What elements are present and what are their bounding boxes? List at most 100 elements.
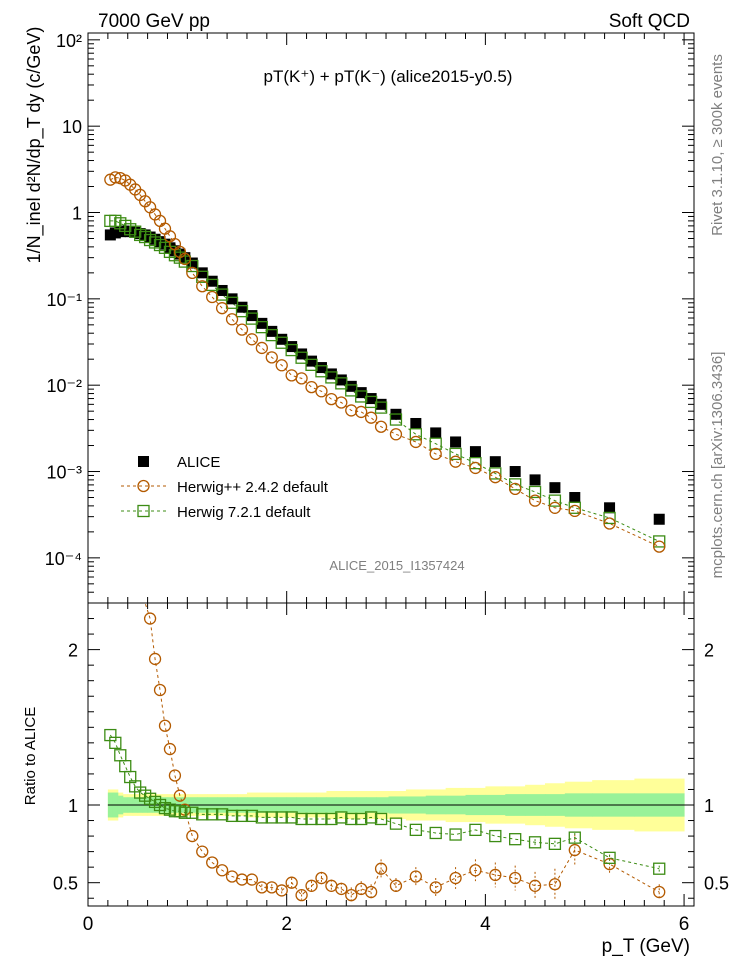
- y-axis-label-text: 1/N_inel d²N/dp_T dy (c/GeV): [24, 27, 45, 264]
- ratio-herwig7-point: [186, 806, 199, 819]
- ratio-herwigpp-point: [603, 857, 616, 871]
- ratio-herwigpp-point: [168, 769, 182, 782]
- legend-marker-alice: [138, 456, 149, 467]
- legend-label-herwig7: Herwig 7.2.1 default: [177, 504, 311, 521]
- ratio-herwig7-point: [389, 817, 403, 830]
- ratio-herwigpp-point: [364, 885, 378, 899]
- ratio-herwig7-point: [603, 851, 616, 864]
- ratio-herwig7-point: [429, 826, 442, 840]
- alice-point: [276, 333, 288, 345]
- herwig7-point: [548, 494, 562, 507]
- chart-title: pT(K⁺) + pT(K⁻) (alice2015-y0.5): [264, 67, 513, 86]
- ratio-y-label: Ratio to ALICE: [22, 707, 39, 805]
- ratio-herwigpp-point: [548, 878, 562, 891]
- y-tick-label: 10⁻⁴: [45, 549, 82, 569]
- ratio-herwig7-point: [335, 811, 348, 824]
- alice-point: [489, 456, 501, 468]
- ratio-herwigpp-point: [509, 871, 522, 885]
- herwigpp-point: [389, 428, 403, 441]
- herwigpp-point: [345, 404, 358, 417]
- x-tick-label: 6: [679, 914, 690, 935]
- ratio-herwigpp-point: [186, 829, 199, 843]
- ratio-herwig7-point: [364, 811, 378, 824]
- herwig7-point: [409, 428, 422, 441]
- herwigpp-point: [295, 372, 308, 385]
- ratio-herwigpp-point: [215, 864, 229, 877]
- series-line: [110, 176, 660, 548]
- herwigpp-point: [335, 396, 348, 409]
- ratio-herwig7-point: [409, 823, 422, 837]
- alice-point: [206, 275, 218, 287]
- ratio-herwig7-point: [196, 808, 209, 821]
- ratio-herwig7-point: [653, 862, 666, 875]
- legend-label-herwigpp: Herwig++ 2.4.2 default: [177, 479, 329, 496]
- herwig7-point: [235, 305, 249, 318]
- herwigpp-point: [364, 411, 378, 424]
- ratio-herwig7-point: [215, 808, 229, 821]
- y-tick-label: 1: [72, 204, 82, 224]
- herwigpp-point: [409, 435, 422, 449]
- ratio-herwigpp-point: [315, 871, 328, 885]
- ratio-herwigpp-point: [335, 882, 348, 896]
- ratio-herwig7-point: [206, 808, 219, 821]
- alice-point: [256, 317, 268, 329]
- alice-point: [216, 284, 228, 296]
- ratio-plot: 0 2 4 6 0.5 0.5 1 1 2 2: [53, 602, 729, 935]
- herwigpp-point: [355, 405, 368, 419]
- herwig7-point: [225, 296, 239, 309]
- ratio-herwig7-point: [305, 812, 318, 826]
- legend-marker-herwigpp: [137, 479, 150, 493]
- analysis-id: ALICE_2015_I1357424: [329, 558, 464, 573]
- ratio-herwigpp-point: [245, 873, 259, 886]
- ratio-herwigpp-point: [158, 719, 172, 732]
- alice-point: [335, 374, 347, 386]
- herwigpp-point: [196, 280, 209, 293]
- herwig7-point: [568, 501, 581, 514]
- ratio-herwigpp-point: [295, 888, 308, 902]
- ratio-herwig7-point: [528, 836, 542, 849]
- alice-point: [375, 398, 387, 410]
- herwigpp-point: [568, 504, 581, 518]
- herwig7-point: [255, 321, 269, 334]
- alice-point: [236, 301, 248, 313]
- alice-point: [345, 380, 357, 392]
- ratio-herwigpp-point: [305, 879, 318, 892]
- alice-point: [355, 387, 367, 399]
- herwigpp-point: [509, 482, 522, 495]
- ratio-herwigpp-point: [345, 888, 358, 902]
- ratio-y-tick-label-right: 2: [704, 641, 714, 661]
- alice-point: [569, 492, 581, 504]
- ratio-herwigpp-point: [255, 881, 269, 894]
- herwig7-point: [285, 343, 298, 357]
- ratio-herwigpp-point: [489, 868, 502, 882]
- ratio-herwigpp-point: [206, 856, 219, 869]
- herwigpp-point: [215, 302, 229, 315]
- x-tick-label: 0: [83, 914, 94, 935]
- ratio-herwigpp-point: [409, 870, 422, 883]
- herwig7-point: [315, 365, 328, 378]
- ratio-herwigpp-point: [528, 879, 542, 892]
- ratio-herwig7-point: [489, 829, 502, 843]
- ratio-y-tick-label: 1: [68, 796, 78, 816]
- legend-marker-herwig7: [137, 504, 150, 518]
- ratio-herwig7-point: [119, 760, 132, 773]
- x-tick-label: 2: [281, 914, 292, 935]
- alice-point: [410, 417, 422, 429]
- y-tick-label: 10⁻³: [46, 463, 82, 483]
- y-tick-label: 10⁻²: [46, 376, 82, 396]
- alice-point: [469, 446, 481, 458]
- ratio-herwigpp-point: [429, 881, 442, 894]
- y-tick-label: 10²: [56, 31, 82, 51]
- herwig7-point: [295, 351, 308, 364]
- herwigpp-point: [315, 385, 328, 398]
- herwigpp-point: [255, 341, 269, 355]
- ratio-herwig7-point: [265, 811, 278, 824]
- main-plot: 10⁻⁴ 10⁻³ 10⁻² 10⁻¹ 1 10 10²: [45, 31, 695, 604]
- ratio-herwigpp-point: [275, 884, 288, 897]
- ratio-herwig7-point: [325, 812, 338, 826]
- ratio-herwigpp-point: [374, 862, 388, 875]
- y-tick-label: 10⁻¹: [46, 290, 82, 310]
- herwigpp-point: [275, 359, 288, 372]
- category-label: Soft QCD: [609, 11, 690, 32]
